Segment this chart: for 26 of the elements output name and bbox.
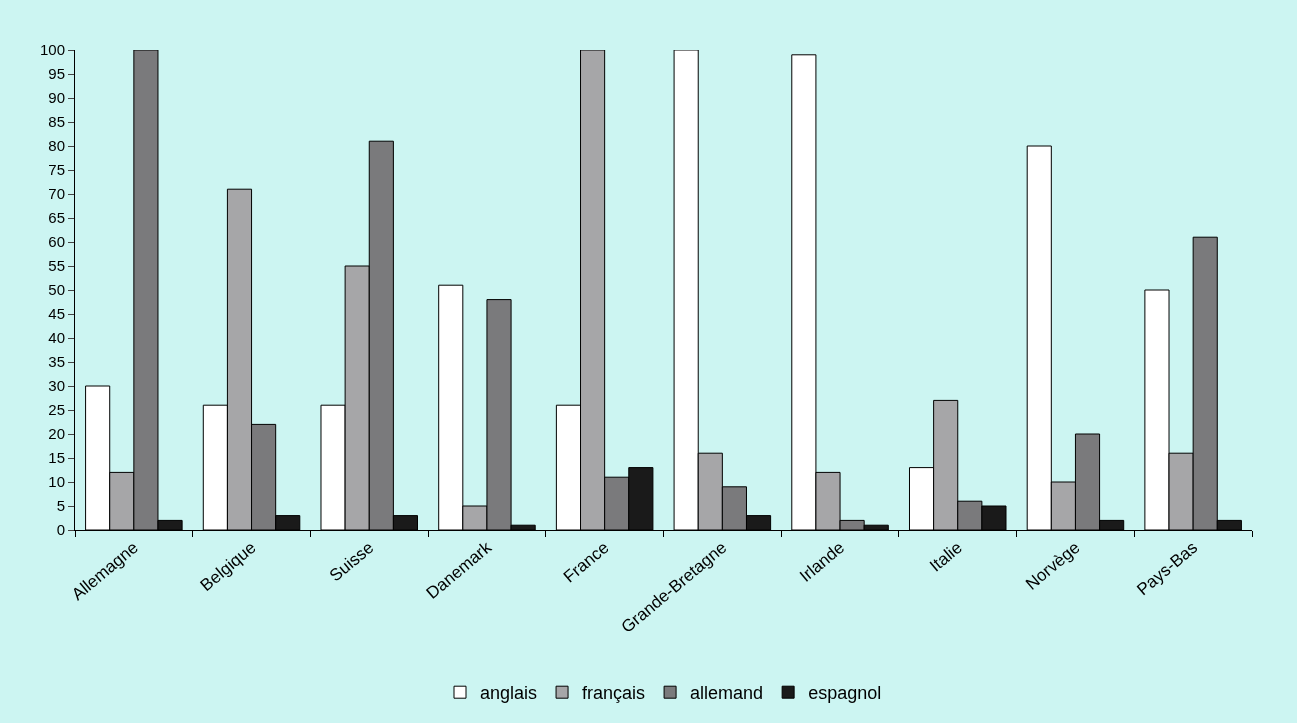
y-tick-label: 20 xyxy=(48,425,65,443)
y-tick-label: 15 xyxy=(48,449,65,467)
y-tick-label: 100 xyxy=(39,41,65,59)
y-tick-label: 90 xyxy=(48,89,65,107)
y-tick-label: 65 xyxy=(48,209,65,227)
y-tick-label: 35 xyxy=(48,353,65,371)
x-tick-label: Italie xyxy=(926,537,966,576)
y-tick-label: 10 xyxy=(48,473,65,491)
legend-label: allemand xyxy=(690,683,764,704)
y-tick-label: 0 xyxy=(56,521,65,539)
y-tick-label: 75 xyxy=(48,161,65,179)
y-tick-label: 30 xyxy=(48,377,65,395)
y-tick-label: 95 xyxy=(48,65,65,83)
legend-label: anglais xyxy=(480,683,538,704)
legend-label: espagnol xyxy=(808,683,882,704)
legend-label: français xyxy=(582,683,646,704)
y-tick-label: 55 xyxy=(48,257,65,275)
y-tick-label: 60 xyxy=(48,233,65,251)
y-tick-label: 40 xyxy=(48,329,65,347)
y-tick-label: 80 xyxy=(48,137,65,155)
y-tick-label: 45 xyxy=(48,305,65,323)
y-tick-label: 50 xyxy=(48,281,65,299)
y-tick-label: 70 xyxy=(48,185,65,203)
y-tick-label: 5 xyxy=(56,497,65,515)
y-tick-label: 25 xyxy=(48,401,65,419)
y-tick-label: 85 xyxy=(48,113,65,131)
